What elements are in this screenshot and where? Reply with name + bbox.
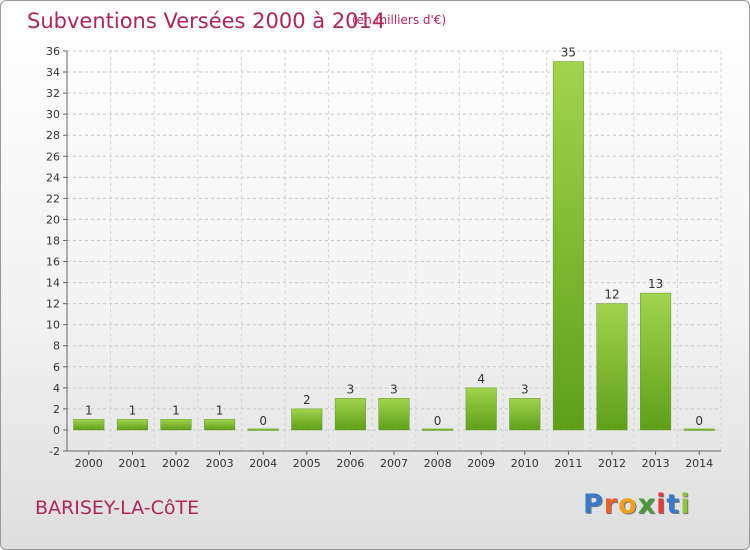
y-tick-label: 2: [53, 403, 60, 416]
value-label-2006: 3: [347, 382, 355, 396]
bar-2007: [378, 398, 410, 431]
x-tick-label-2004: 2004: [249, 457, 277, 470]
y-tick-label: 22: [46, 192, 60, 205]
value-label-2002: 1: [172, 403, 180, 417]
y-tick-label: 20: [46, 213, 60, 226]
bar-2005: [291, 408, 323, 431]
bar-2010: [509, 398, 541, 431]
x-tick-label-2010: 2010: [511, 457, 539, 470]
y-tick-label: 14: [46, 277, 60, 290]
y-tick-label: 4: [53, 382, 60, 395]
proxiti-logo: Proxiti: [583, 489, 691, 520]
y-tick-label: 6: [53, 361, 60, 374]
y-tick-label: 18: [46, 234, 60, 247]
y-tick-label: 30: [46, 108, 60, 121]
value-label-2001: 1: [129, 403, 137, 417]
bar-2000: [73, 419, 105, 431]
value-label-2012: 12: [604, 288, 619, 302]
bar-2002: [160, 419, 192, 431]
value-label-2014: 0: [695, 414, 703, 428]
x-tick-label-2001: 2001: [118, 457, 146, 470]
bar-2009: [465, 387, 497, 431]
y-tick-label: 0: [53, 424, 60, 437]
y-tick-label: 24: [46, 171, 60, 184]
bar-2006: [334, 398, 366, 431]
x-tick-label-2007: 2007: [380, 457, 408, 470]
x-tick-label-2006: 2006: [336, 457, 364, 470]
x-tick-label-2011: 2011: [554, 457, 582, 470]
x-tick-label-2012: 2012: [598, 457, 626, 470]
bar-2008: [422, 428, 454, 431]
x-tick-label-2013: 2013: [642, 457, 670, 470]
value-label-2010: 3: [521, 382, 529, 396]
value-label-2004: 0: [259, 414, 267, 428]
value-label-2000: 1: [85, 403, 93, 417]
y-tick-label: 26: [46, 150, 60, 163]
y-tick-label: 8: [53, 340, 60, 353]
value-label-2007: 3: [390, 382, 398, 396]
x-tick-label-2008: 2008: [424, 457, 452, 470]
value-label-2011: 35: [561, 46, 576, 60]
y-tick-label: 32: [46, 87, 60, 100]
x-tick-label-2003: 2003: [206, 457, 234, 470]
y-tick-label: 34: [46, 66, 60, 79]
y-tick-label: -2: [49, 445, 60, 458]
y-tick-label: 36: [46, 45, 60, 58]
x-tick-label-2014: 2014: [685, 457, 713, 470]
y-tick-label: 10: [46, 319, 60, 332]
bar-2011: [552, 61, 584, 431]
bar-2004: [247, 428, 279, 431]
x-tick-label-2009: 2009: [467, 457, 495, 470]
value-label-2008: 0: [434, 414, 442, 428]
value-label-2009: 4: [477, 372, 485, 386]
chart-subtitle: (en milliers d'€): [352, 13, 447, 27]
bar-2001: [116, 419, 148, 431]
bar-2003: [204, 419, 236, 431]
x-tick-label-2002: 2002: [162, 457, 190, 470]
value-label-2003: 1: [216, 403, 224, 417]
x-tick-label-2000: 2000: [75, 457, 103, 470]
y-tick-label: 12: [46, 298, 60, 311]
bar-2012: [596, 303, 628, 431]
x-tick-label-2005: 2005: [293, 457, 321, 470]
value-label-2013: 13: [648, 277, 663, 291]
y-tick-label: 28: [46, 129, 60, 142]
value-label-2005: 2: [303, 393, 311, 407]
y-tick-label: 16: [46, 256, 60, 269]
bar-2013: [640, 292, 672, 431]
bar-2014: [683, 428, 715, 431]
commune-name: BARISEY-LA-CôTE: [35, 497, 200, 519]
chart-title: Subventions Versées 2000 à 2014: [27, 9, 386, 33]
